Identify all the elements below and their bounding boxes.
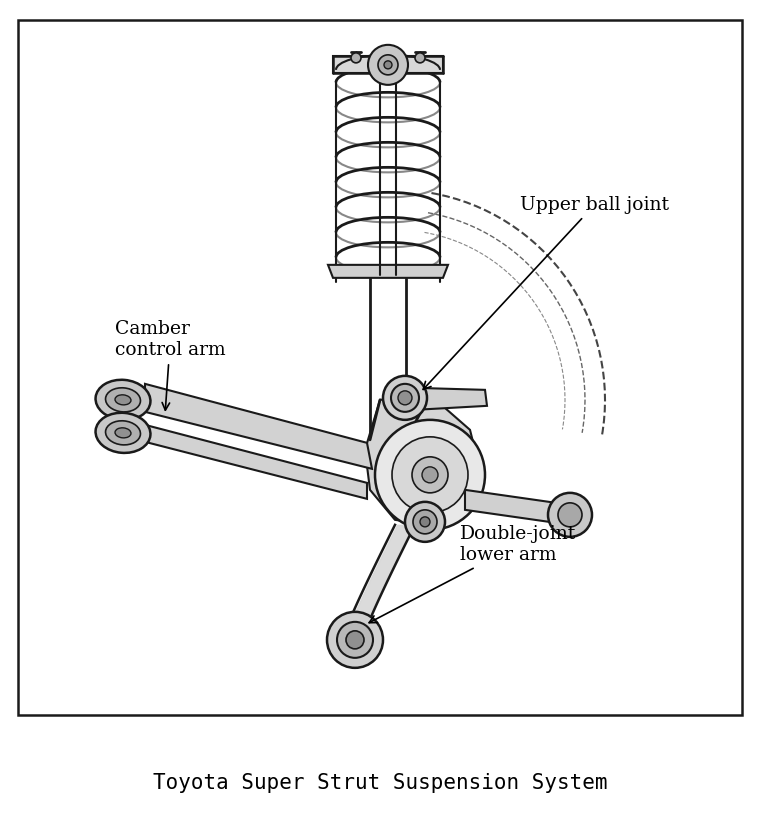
Circle shape [412,456,448,493]
Ellipse shape [106,388,141,412]
Circle shape [375,420,485,530]
Polygon shape [333,56,443,72]
Ellipse shape [106,421,141,445]
Circle shape [368,45,408,85]
Circle shape [548,493,592,536]
Circle shape [392,436,468,513]
Circle shape [413,510,437,534]
Polygon shape [145,384,372,469]
Circle shape [383,376,427,420]
Circle shape [391,384,419,412]
Polygon shape [145,425,367,499]
Text: Camber
control arm: Camber control arm [115,321,226,410]
Circle shape [346,631,364,649]
Ellipse shape [115,395,131,405]
Circle shape [378,55,398,75]
Circle shape [327,612,383,668]
Circle shape [558,503,582,526]
Circle shape [384,61,392,69]
Text: Toyota Super Strut Suspension System: Toyota Super Strut Suspension System [153,772,607,793]
Circle shape [415,52,425,62]
Circle shape [422,466,438,483]
Circle shape [420,516,430,526]
Polygon shape [415,388,487,410]
Polygon shape [328,265,448,278]
Ellipse shape [96,413,150,453]
Ellipse shape [115,428,131,438]
Circle shape [405,501,445,541]
Circle shape [398,391,412,405]
Text: Double-joint
lower arm: Double-joint lower arm [369,526,576,623]
Polygon shape [365,395,480,525]
Circle shape [337,622,373,658]
Ellipse shape [96,380,150,420]
Circle shape [351,52,361,62]
Polygon shape [465,490,570,525]
Text: Upper ball joint: Upper ball joint [423,196,669,390]
